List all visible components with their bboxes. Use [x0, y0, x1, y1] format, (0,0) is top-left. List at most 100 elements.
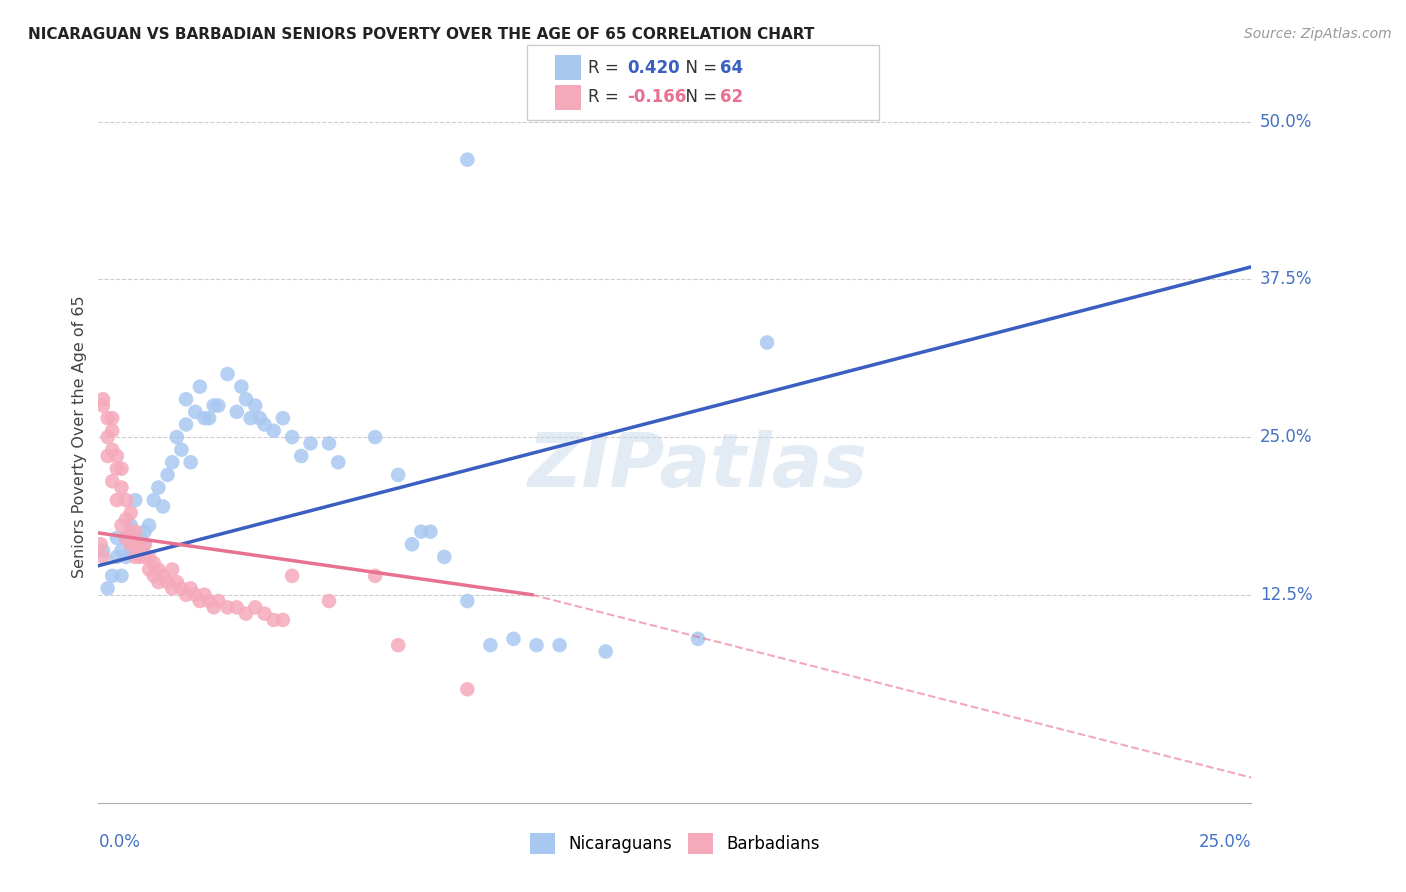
- Point: [299, 436, 322, 450]
- Point: [225, 600, 247, 615]
- Point: [110, 569, 132, 583]
- Point: [160, 562, 183, 576]
- Point: [142, 569, 165, 583]
- Point: [174, 588, 197, 602]
- Point: [217, 600, 239, 615]
- Point: [401, 537, 423, 551]
- Text: N =: N =: [675, 59, 723, 77]
- Point: [456, 682, 478, 697]
- Point: [90, 537, 112, 551]
- Point: [156, 467, 179, 482]
- Point: [115, 531, 138, 545]
- Point: [188, 594, 211, 608]
- Text: ZIPatlas: ZIPatlas: [527, 430, 868, 503]
- Point: [124, 537, 146, 551]
- Point: [253, 417, 276, 432]
- Point: [105, 531, 128, 545]
- Point: [110, 518, 132, 533]
- Point: [193, 411, 215, 425]
- Point: [142, 556, 165, 570]
- Text: 64: 64: [720, 59, 742, 77]
- Point: [91, 543, 114, 558]
- Text: R =: R =: [588, 88, 624, 106]
- Text: 50.0%: 50.0%: [1260, 112, 1312, 131]
- Point: [411, 524, 433, 539]
- Point: [364, 430, 387, 444]
- Point: [129, 537, 152, 551]
- Point: [328, 455, 350, 469]
- Point: [142, 493, 165, 508]
- Point: [202, 399, 225, 413]
- Point: [115, 512, 138, 526]
- Point: [207, 594, 229, 608]
- Text: Source: ZipAtlas.com: Source: ZipAtlas.com: [1244, 27, 1392, 41]
- Point: [138, 562, 160, 576]
- Point: [129, 537, 152, 551]
- Point: [97, 411, 120, 425]
- Point: [387, 638, 409, 652]
- Point: [120, 543, 142, 558]
- Point: [281, 569, 304, 583]
- Point: [120, 518, 142, 533]
- Point: [152, 500, 174, 514]
- Text: 0.420: 0.420: [627, 59, 679, 77]
- Point: [188, 379, 211, 393]
- Point: [148, 562, 170, 576]
- Point: [134, 537, 156, 551]
- Point: [101, 569, 124, 583]
- Point: [318, 436, 340, 450]
- Point: [245, 600, 267, 615]
- Point: [419, 524, 441, 539]
- Point: [148, 481, 170, 495]
- Point: [198, 411, 221, 425]
- Point: [134, 549, 156, 564]
- Point: [456, 594, 478, 608]
- Point: [101, 442, 124, 457]
- Text: R =: R =: [588, 59, 624, 77]
- Point: [166, 575, 188, 590]
- Text: N =: N =: [675, 88, 723, 106]
- Text: 62: 62: [720, 88, 742, 106]
- Point: [105, 449, 128, 463]
- Point: [115, 531, 138, 545]
- Point: [263, 613, 285, 627]
- Text: 12.5%: 12.5%: [1260, 586, 1312, 604]
- Text: 0.0%: 0.0%: [98, 833, 141, 851]
- Point: [170, 442, 193, 457]
- Point: [97, 449, 120, 463]
- Point: [479, 638, 502, 652]
- Point: [193, 588, 215, 602]
- Point: [101, 411, 124, 425]
- Point: [207, 399, 229, 413]
- Point: [180, 582, 202, 596]
- Point: [387, 467, 409, 482]
- Point: [156, 575, 179, 590]
- Point: [271, 613, 294, 627]
- Point: [526, 638, 548, 652]
- Point: [97, 582, 120, 596]
- Text: 37.5%: 37.5%: [1260, 270, 1312, 288]
- Point: [595, 644, 617, 658]
- Point: [129, 549, 152, 564]
- Point: [124, 549, 146, 564]
- Text: 25.0%: 25.0%: [1199, 833, 1251, 851]
- Point: [160, 455, 183, 469]
- Point: [110, 543, 132, 558]
- Point: [290, 449, 312, 463]
- Point: [105, 461, 128, 475]
- Point: [263, 424, 285, 438]
- Point: [105, 549, 128, 564]
- Point: [281, 430, 304, 444]
- Point: [138, 549, 160, 564]
- Text: NICARAGUAN VS BARBADIAN SENIORS POVERTY OVER THE AGE OF 65 CORRELATION CHART: NICARAGUAN VS BARBADIAN SENIORS POVERTY …: [28, 27, 814, 42]
- Point: [115, 549, 138, 564]
- Point: [115, 493, 138, 508]
- Point: [174, 417, 197, 432]
- Point: [148, 575, 170, 590]
- Point: [225, 405, 247, 419]
- Point: [174, 392, 197, 407]
- Text: -0.166: -0.166: [627, 88, 686, 106]
- Point: [198, 594, 221, 608]
- Point: [184, 405, 207, 419]
- Point: [134, 537, 156, 551]
